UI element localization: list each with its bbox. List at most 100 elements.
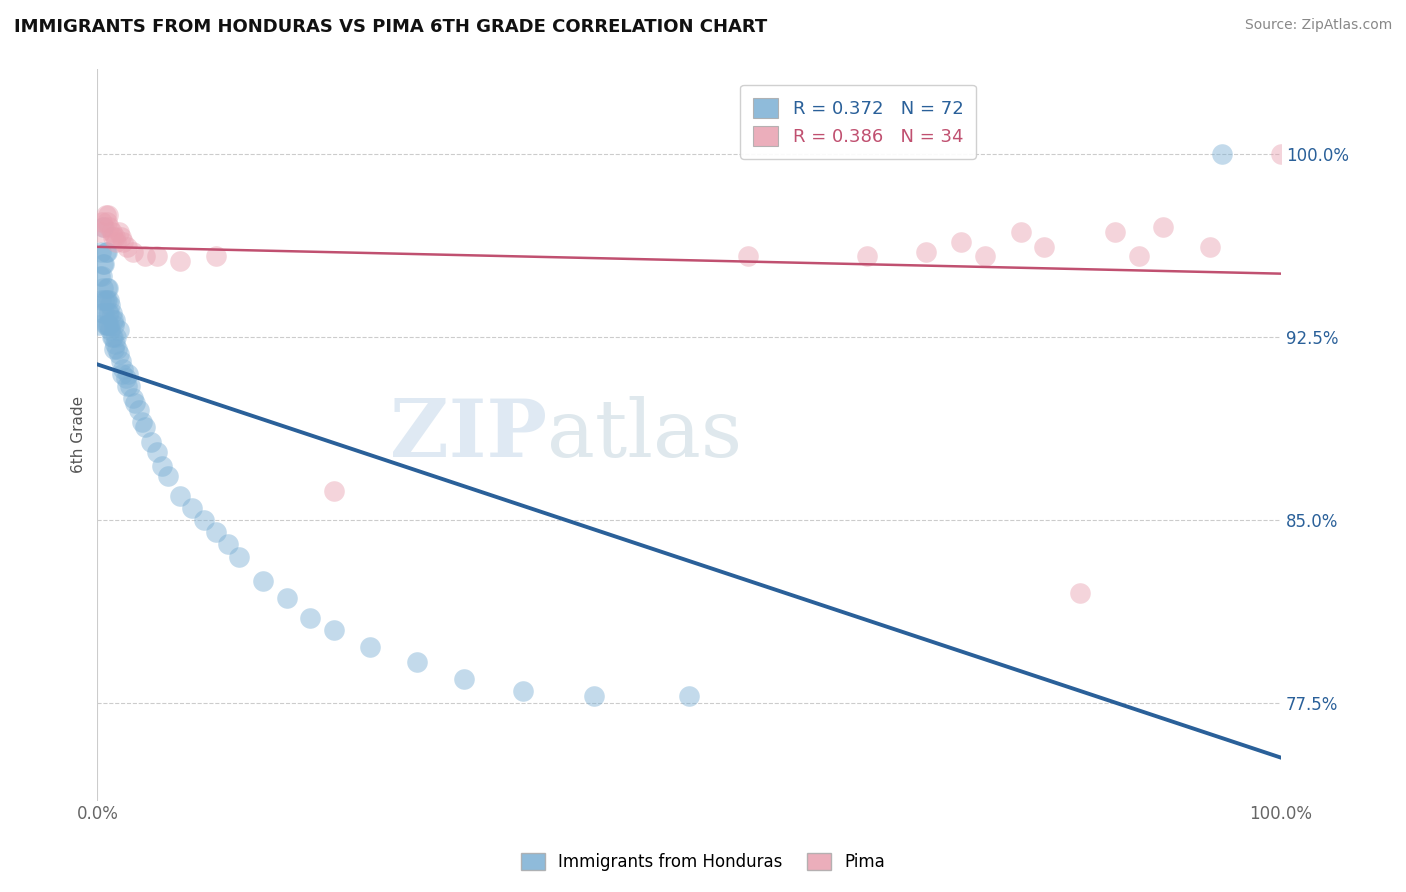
Point <box>103 342 125 356</box>
Text: Source: ZipAtlas.com: Source: ZipAtlas.com <box>1244 18 1392 32</box>
Point <box>112 235 135 249</box>
Point <box>152 459 174 474</box>
Point <box>453 672 475 686</box>
Legend: Immigrants from Honduras, Pima: Immigrants from Honduras, Pima <box>513 845 893 880</box>
Point <box>97 281 120 295</box>
Point <box>105 235 128 249</box>
Point <box>96 215 118 229</box>
Point <box>93 220 115 235</box>
Point <box>512 683 534 698</box>
Point <box>406 655 429 669</box>
Point <box>115 240 138 254</box>
Point <box>94 208 117 222</box>
Legend: R = 0.372   N = 72, R = 0.386   N = 34: R = 0.372 N = 72, R = 0.386 N = 34 <box>741 85 976 159</box>
Point <box>1128 249 1150 263</box>
Point <box>276 591 298 605</box>
Point <box>169 489 191 503</box>
Point <box>90 293 112 308</box>
Point <box>252 574 274 588</box>
Point <box>139 434 162 449</box>
Point <box>91 257 114 271</box>
Point <box>98 293 121 308</box>
Point <box>107 342 129 356</box>
Point <box>94 293 117 308</box>
Point <box>128 403 150 417</box>
Point <box>100 330 122 344</box>
Point <box>121 244 143 259</box>
Point <box>98 305 121 319</box>
Point <box>98 298 121 312</box>
Point <box>110 354 132 368</box>
Point <box>98 323 121 337</box>
Point <box>157 469 180 483</box>
Point <box>323 623 346 637</box>
Point <box>228 549 250 564</box>
Point <box>950 235 973 249</box>
Point <box>101 330 124 344</box>
Text: IMMIGRANTS FROM HONDURAS VS PIMA 6TH GRADE CORRELATION CHART: IMMIGRANTS FROM HONDURAS VS PIMA 6TH GRA… <box>14 18 768 36</box>
Point <box>1199 240 1222 254</box>
Point <box>100 305 122 319</box>
Point <box>97 305 120 319</box>
Point <box>323 483 346 498</box>
Point <box>96 318 118 332</box>
Point <box>91 268 114 283</box>
Point <box>101 230 124 244</box>
Point <box>103 318 125 332</box>
Point <box>114 371 136 385</box>
Point <box>1104 225 1126 239</box>
Point <box>299 610 322 624</box>
Point <box>111 367 134 381</box>
Point <box>104 337 127 351</box>
Point <box>100 225 122 239</box>
Point <box>94 318 117 332</box>
Point <box>1069 586 1091 600</box>
Point <box>91 305 114 319</box>
Point <box>124 396 146 410</box>
Point <box>583 689 606 703</box>
Point <box>193 513 215 527</box>
Point <box>117 367 139 381</box>
Point <box>89 225 111 239</box>
Point <box>1010 225 1032 239</box>
Point <box>131 416 153 430</box>
Point <box>204 249 226 263</box>
Point <box>974 249 997 263</box>
Point <box>145 444 167 458</box>
Point <box>1211 147 1233 161</box>
Point <box>1270 147 1292 161</box>
Point <box>145 249 167 263</box>
Point <box>112 361 135 376</box>
Point <box>181 500 204 515</box>
Point <box>737 249 759 263</box>
Point <box>134 249 156 263</box>
Point <box>96 293 118 308</box>
Point <box>97 208 120 222</box>
Point <box>169 254 191 268</box>
Point <box>121 391 143 405</box>
Point <box>90 244 112 259</box>
Point <box>89 268 111 283</box>
Point <box>204 525 226 540</box>
Point <box>98 318 121 332</box>
Y-axis label: 6th Grade: 6th Grade <box>72 396 86 473</box>
Point <box>91 220 114 235</box>
Point <box>87 318 110 332</box>
Point <box>94 244 117 259</box>
Point <box>91 281 114 295</box>
Point <box>107 347 129 361</box>
Point <box>104 230 127 244</box>
Point <box>217 537 239 551</box>
Point <box>101 313 124 327</box>
Point <box>1152 220 1174 235</box>
Text: atlas: atlas <box>547 395 742 474</box>
Point <box>678 689 700 703</box>
Point <box>93 305 115 319</box>
Point <box>107 225 129 239</box>
Point <box>93 293 115 308</box>
Point <box>93 257 115 271</box>
Point <box>98 220 121 235</box>
Point <box>120 378 142 392</box>
Point <box>96 244 118 259</box>
Point <box>115 378 138 392</box>
